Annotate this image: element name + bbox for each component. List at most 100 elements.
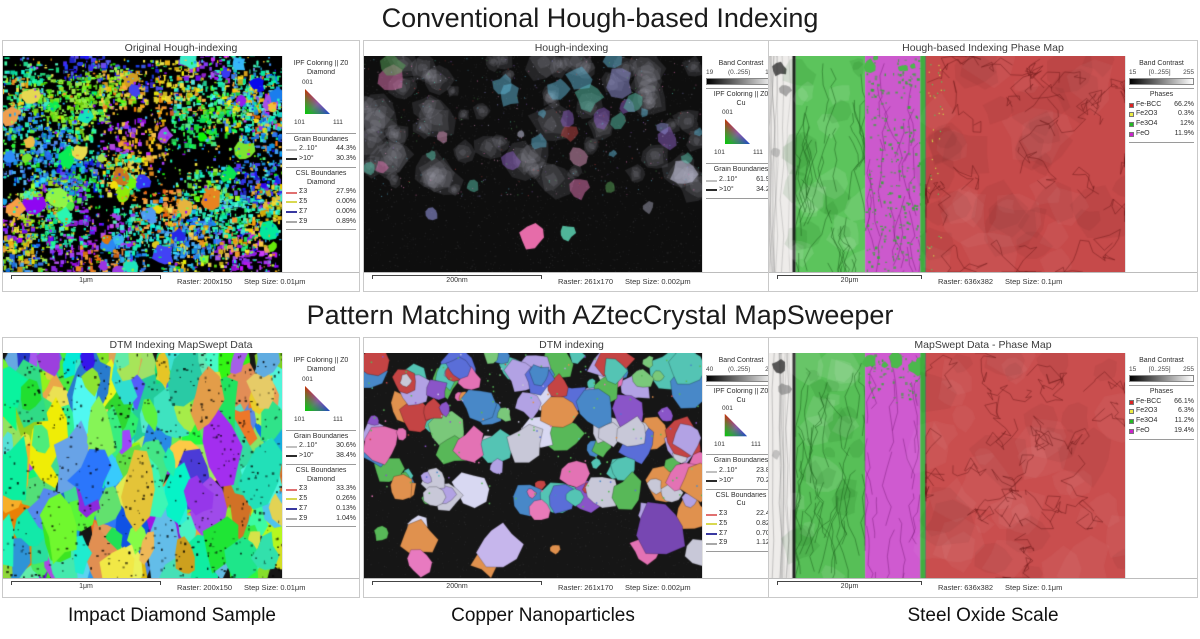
phases-section: Phases Fe-BCC 66.2% Fe2O3 0.3% Fe3O4 12% Fe… bbox=[1129, 89, 1194, 143]
caption-steel-oxide-scale: Steel Oxide Scale bbox=[907, 605, 1059, 626]
legend-cu-hough: Band Contrast 19(0..255)103 IPF Coloring… bbox=[702, 56, 779, 272]
phases-heading: Phases bbox=[1149, 387, 1174, 395]
csl-row: Σ5 0.82% bbox=[706, 520, 776, 529]
band-contrast-section: Band Contrast 15 [0..255] 255 bbox=[1129, 58, 1194, 89]
ipf-phase-label: Cu bbox=[736, 99, 746, 107]
boundary-line-swatch bbox=[286, 148, 297, 151]
panel-mapswept-phase-map: MapSwept Data - Phase Map Band Contrast … bbox=[768, 337, 1198, 598]
csl-label: Σ9 bbox=[719, 539, 728, 547]
ipf-heading: IPF Coloring || Z0 bbox=[293, 60, 349, 67]
csl-row: Σ7 0.70% bbox=[706, 530, 776, 539]
gb-value: 38.4% bbox=[336, 452, 356, 459]
ipf-color-key: 001 101 111 bbox=[286, 375, 356, 427]
phase-map-steel-oxide-hough bbox=[769, 56, 1125, 272]
csl-boundaries-section: CSL Boundaries Diamond Σ3 33.3% Σ5 0.26% Σ… bbox=[286, 465, 356, 528]
raster-size: Raster: 261x170 bbox=[558, 583, 614, 592]
phase-color-swatch bbox=[1129, 131, 1134, 137]
panel-title: Original Hough-indexing bbox=[124, 42, 238, 54]
phase-label: Fe2O3 bbox=[1136, 110, 1158, 118]
phase-row: Fe-BCC 66.1% bbox=[1129, 398, 1194, 407]
ipf-corner-111: 111 bbox=[753, 149, 763, 157]
phase-row: Fe-BCC 66.2% bbox=[1129, 101, 1194, 110]
csl-row: Σ3 33.3% bbox=[286, 485, 356, 494]
ipf-corner-111: 111 bbox=[333, 415, 343, 423]
panel-hough-indexing-cu: Hough-indexing Band Contrast 19 (0..255) 1… bbox=[363, 40, 780, 292]
grain-boundaries-section: Grain Boundaries 2..10° 44.3% >10° 30.3% bbox=[286, 134, 356, 168]
boundary-line-swatch bbox=[706, 542, 717, 545]
csl-heading: CSL Boundaries bbox=[295, 466, 347, 474]
gb-label: >10° bbox=[299, 452, 314, 459]
csl-heading: CSL Boundaries bbox=[715, 491, 767, 499]
csl-boundaries-section: CSL Boundaries Cu Σ3 22.4% Σ5 0.82% Σ7 0.70… bbox=[706, 490, 776, 553]
map-info-bar: 200nm Raster: 261x170 Step Size: 0.002μm bbox=[364, 272, 779, 291]
band-contrast-range: 15 [0..255] 255 bbox=[1129, 69, 1194, 77]
raster-info: Raster: 261x170 Step Size: 0.002μm bbox=[558, 275, 703, 286]
ipf-phase-label: Diamond bbox=[306, 68, 335, 76]
ipf-color-key: 001 101 111 bbox=[706, 108, 776, 160]
boundary-line-swatch bbox=[706, 179, 717, 182]
phase-label: Fe2O3 bbox=[1136, 407, 1158, 415]
gb-row: >10° 70.2% bbox=[706, 477, 776, 486]
csl-row: Σ9 0.89% bbox=[286, 218, 356, 227]
boundary-line-swatch bbox=[286, 158, 297, 161]
band-contrast-section: Band Contrast 15 [0..255] 255 bbox=[1129, 355, 1194, 386]
boundary-line-swatch bbox=[706, 523, 717, 526]
boundary-line-swatch bbox=[706, 470, 717, 473]
scale-bar: 200nm bbox=[372, 275, 542, 284]
band-contrast-heading: Band Contrast bbox=[1139, 60, 1184, 67]
phase-color-swatch bbox=[1129, 122, 1134, 127]
legend-phase-dtm: Band Contrast 15 [0..255] 255 Phases Fe-BC… bbox=[1125, 353, 1197, 578]
boundary-line-swatch bbox=[286, 191, 297, 194]
csl-value: 1.12% bbox=[756, 539, 776, 547]
bc-min: 15 bbox=[1129, 68, 1137, 76]
csl-value: 0.70% bbox=[756, 529, 776, 537]
scale-bar: 1μm bbox=[11, 275, 161, 284]
scale-bar: 20μm bbox=[777, 581, 922, 590]
map-info-bar: 1μm Raster: 200x150 Step Size: 0.01μm bbox=[3, 272, 359, 291]
phases-section: Phases Fe-BCC 66.1% Fe2O3 6.3% Fe3O4 11.2% … bbox=[1129, 386, 1194, 440]
raster-size: Raster: 261x170 bbox=[558, 277, 614, 286]
ipf-triangle-icon bbox=[305, 385, 330, 411]
raster-size: Raster: 636x382 bbox=[938, 583, 994, 592]
map-info-bar: 200nm Raster: 261x170 Step Size: 0.002μm bbox=[364, 578, 779, 597]
boundary-line-swatch bbox=[286, 445, 297, 448]
gb-row: 2..10° 61.9% bbox=[706, 176, 776, 185]
boundary-line-swatch bbox=[286, 201, 297, 204]
ipf-coloring-section: IPF Coloring || Z0 Diamond 001 101 111 bbox=[286, 58, 356, 134]
grain-boundaries-heading: Grain Boundaries bbox=[293, 135, 349, 143]
raster-info: Raster: 200x150 Step Size: 0.01μm bbox=[177, 581, 317, 592]
map-info-bar: 1μm Raster: 200x150 Step Size: 0.01μm bbox=[3, 578, 359, 597]
raster-size: Raster: 200x150 bbox=[177, 277, 233, 286]
ipf-corner-101: 101 bbox=[294, 415, 305, 423]
phase-color-swatch bbox=[1129, 419, 1134, 424]
csl-label: Σ5 bbox=[719, 519, 728, 527]
boundary-line-swatch bbox=[286, 220, 297, 223]
boundary-line-swatch bbox=[286, 517, 297, 520]
ipf-triangle-icon bbox=[724, 414, 748, 437]
raster-size: Raster: 200x150 bbox=[177, 583, 233, 592]
csl-row: Σ9 1.04% bbox=[286, 515, 356, 524]
caption-copper-nanoparticles: Copper Nanoparticles bbox=[451, 605, 635, 626]
boundary-line-swatch bbox=[286, 211, 297, 214]
gb-value: 34.2% bbox=[756, 185, 776, 193]
phase-color-swatch bbox=[1129, 409, 1134, 415]
caption-impact-diamond: Impact Diamond Sample bbox=[67, 605, 277, 626]
ipf-coloring-section: IPF Coloring || Z0 Cu 001 101 111 bbox=[706, 89, 776, 165]
phase-label: Fe-BCC bbox=[1136, 397, 1162, 405]
csl-phase-label: Diamond bbox=[306, 475, 335, 483]
gb-label: >10° bbox=[299, 155, 314, 162]
csl-label: Σ7 bbox=[299, 207, 308, 215]
bc-min: 40 bbox=[706, 365, 714, 373]
phase-color-swatch bbox=[1129, 399, 1134, 405]
boundary-line-swatch bbox=[286, 508, 297, 511]
bc-max: 255 bbox=[1183, 365, 1194, 373]
csl-row: Σ3 22.4% bbox=[706, 510, 776, 519]
boundary-line-swatch bbox=[286, 498, 297, 501]
ipf-triangle-icon bbox=[305, 88, 330, 114]
phase-color-swatch bbox=[1129, 428, 1134, 434]
csl-heading: CSL Boundaries bbox=[295, 169, 347, 177]
band-contrast-range: 15 [0..255] 255 bbox=[1129, 366, 1194, 374]
ipf-corner-111: 111 bbox=[333, 118, 343, 126]
ipf-color-key: 001 101 111 bbox=[286, 78, 356, 130]
